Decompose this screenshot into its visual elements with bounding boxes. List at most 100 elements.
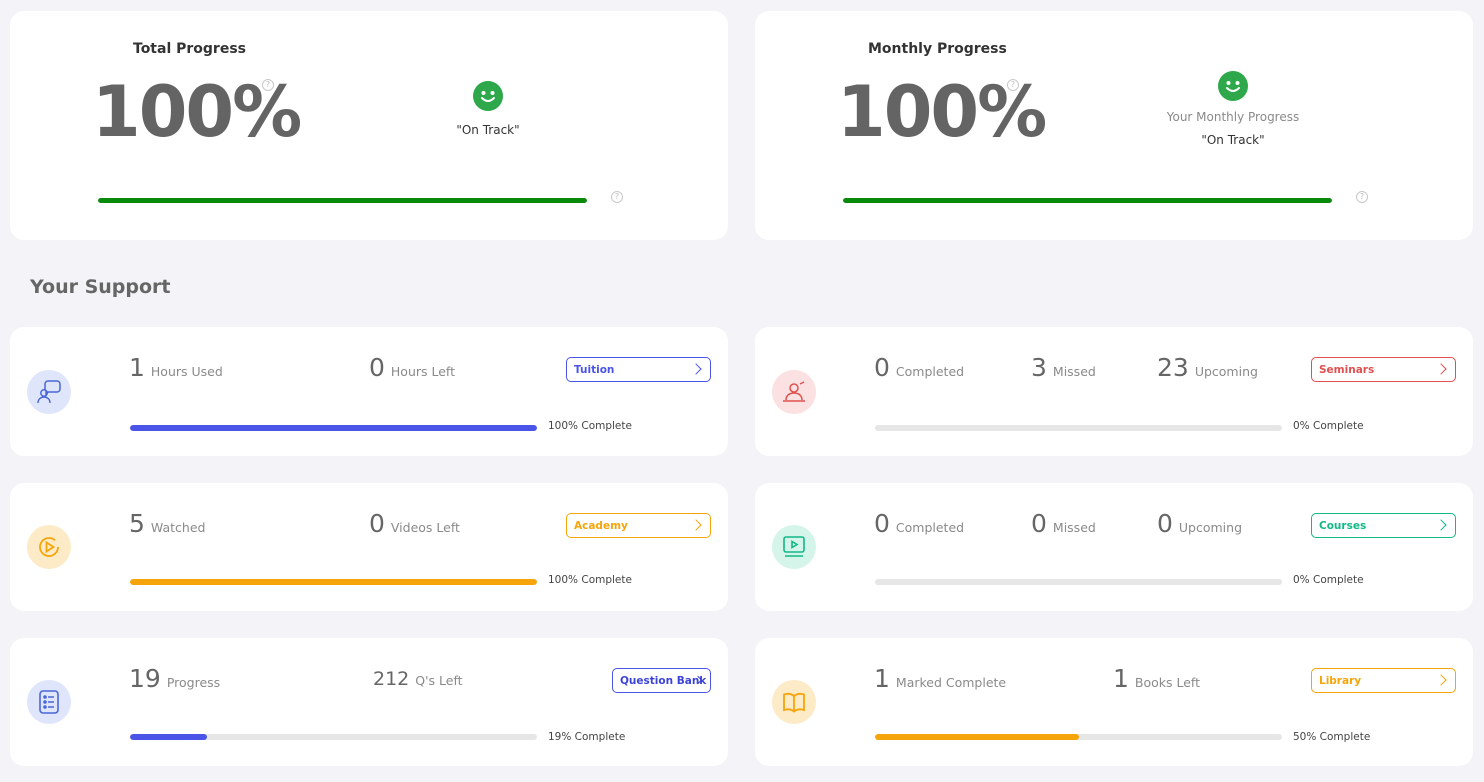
watched-value: 5 bbox=[129, 509, 145, 538]
questions-left-stat: 212 Q's Left bbox=[373, 668, 463, 690]
upcoming-value: 0 bbox=[1157, 509, 1173, 538]
missed-stat: 0 Missed bbox=[1031, 509, 1096, 538]
question-bank-button[interactable]: Question Bank bbox=[612, 668, 711, 693]
academy-card: 5 Watched 0 Videos Left Academy 100% Compl… bbox=[10, 483, 728, 611]
upcoming-label: Upcoming bbox=[1178, 520, 1243, 535]
courses-progress-bar bbox=[875, 579, 1282, 585]
questions-left-value: 212 bbox=[373, 668, 410, 690]
presenter-icon bbox=[772, 370, 816, 414]
help-icon[interactable]: ? bbox=[1007, 79, 1019, 91]
marked-complete-label: Marked Complete bbox=[895, 675, 1007, 690]
chevron-right-icon bbox=[690, 363, 702, 375]
upcoming-stat: 23 Upcoming bbox=[1157, 353, 1258, 382]
question-bank-progress-fill bbox=[130, 734, 208, 740]
question-bank-button-label: Question Bank bbox=[620, 674, 707, 687]
courses-button-label: Courses bbox=[1319, 519, 1367, 532]
seminars-button-label: Seminars bbox=[1319, 363, 1375, 376]
tuition-progress-bar bbox=[130, 425, 537, 431]
total-progress-bar bbox=[98, 198, 587, 203]
library-complete-text: 50% Complete bbox=[1293, 731, 1371, 743]
missed-value: 3 bbox=[1031, 353, 1047, 382]
missed-label: Missed bbox=[1052, 364, 1096, 379]
completed-value: 0 bbox=[874, 353, 890, 382]
question-bank-progress-bar bbox=[130, 734, 537, 740]
missed-label: Missed bbox=[1052, 520, 1096, 535]
tuition-progress-fill bbox=[130, 425, 537, 431]
tuition-button-label: Tuition bbox=[574, 363, 615, 376]
monthly-progress-bar bbox=[843, 198, 1332, 203]
play-circle-icon bbox=[27, 525, 71, 569]
hours-left-stat: 0 Hours Left bbox=[369, 353, 455, 382]
library-card: 1 Marked Complete 1 Books Left Library 50%… bbox=[755, 638, 1473, 766]
books-left-value: 1 bbox=[1113, 664, 1129, 693]
help-icon[interactable]: ? bbox=[1356, 191, 1368, 203]
monthly-progress-title: Monthly Progress bbox=[868, 41, 1007, 57]
monthly-progress-status: "On Track" bbox=[1201, 133, 1265, 147]
your-support-heading: Your Support bbox=[30, 276, 171, 298]
list-icon bbox=[27, 680, 71, 724]
help-icon[interactable]: ? bbox=[611, 191, 623, 203]
smiley-icon bbox=[1218, 71, 1248, 101]
library-progress-fill bbox=[875, 734, 1079, 740]
marked-complete-stat: 1 Marked Complete bbox=[874, 664, 1006, 693]
library-progress-bar bbox=[875, 734, 1282, 740]
book-icon bbox=[772, 680, 816, 724]
completed-stat: 0 Completed bbox=[874, 353, 964, 382]
courses-complete-text: 0% Complete bbox=[1293, 574, 1364, 586]
seminars-progress-bar bbox=[875, 425, 1282, 431]
help-icon[interactable]: ? bbox=[262, 79, 274, 91]
missed-stat: 3 Missed bbox=[1031, 353, 1096, 382]
hours-left-value: 0 bbox=[369, 353, 385, 382]
tuition-card: 1 Hours Used 0 Hours Left Tuition 100% Com… bbox=[10, 327, 728, 456]
academy-button[interactable]: Academy bbox=[566, 513, 711, 538]
books-left-stat: 1 Books Left bbox=[1113, 664, 1200, 693]
question-bank-card: 19 Progress 212 Q's Left Question Bank 19%… bbox=[10, 638, 728, 766]
total-progress-card: Total Progress 100% ? "On Track" ? bbox=[10, 11, 728, 240]
seminars-card: 0 Completed 3 Missed 23 Upcoming Seminars 0… bbox=[755, 327, 1473, 456]
progress-stat: 19 Progress bbox=[129, 664, 220, 693]
completed-stat: 0 Completed bbox=[874, 509, 964, 538]
progress-label: Progress bbox=[166, 675, 221, 690]
chevron-right-icon bbox=[690, 519, 702, 531]
academy-progress-fill bbox=[130, 579, 537, 585]
tuition-complete-text: 100% Complete bbox=[548, 420, 632, 432]
academy-progress-bar bbox=[130, 579, 537, 585]
videos-left-value: 0 bbox=[369, 509, 385, 538]
chat-person-icon bbox=[27, 370, 71, 414]
library-button[interactable]: Library bbox=[1311, 668, 1456, 693]
hours-left-label: Hours Left bbox=[390, 364, 456, 379]
monthly-progress-label: Your Monthly Progress bbox=[1166, 110, 1300, 124]
books-left-label: Books Left bbox=[1134, 675, 1201, 690]
upcoming-value: 23 bbox=[1157, 353, 1189, 382]
seminars-button[interactable]: Seminars bbox=[1311, 357, 1456, 382]
academy-button-label: Academy bbox=[574, 519, 628, 532]
upcoming-label: Upcoming bbox=[1194, 364, 1258, 379]
seminars-complete-text: 0% Complete bbox=[1293, 420, 1364, 432]
videos-left-label: Videos Left bbox=[390, 520, 460, 535]
watched-stat: 5 Watched bbox=[129, 509, 205, 538]
questions-left-label: Q's Left bbox=[415, 673, 463, 688]
watched-label: Watched bbox=[150, 520, 206, 535]
chevron-right-icon bbox=[1435, 519, 1447, 531]
hours-used-stat: 1 Hours Used bbox=[129, 353, 223, 382]
courses-button[interactable]: Courses bbox=[1311, 513, 1456, 538]
monthly-progress-bar-fill bbox=[843, 198, 1332, 203]
total-progress-status: "On Track" bbox=[456, 123, 520, 137]
hours-used-label: Hours Used bbox=[150, 364, 223, 379]
courses-card: 0 Completed 0 Missed 0 Upcoming Courses 0% … bbox=[755, 483, 1473, 611]
completed-label: Completed bbox=[895, 364, 965, 379]
upcoming-stat: 0 Upcoming bbox=[1157, 509, 1242, 538]
chevron-right-icon bbox=[1435, 674, 1447, 686]
missed-value: 0 bbox=[1031, 509, 1047, 538]
marked-complete-value: 1 bbox=[874, 664, 890, 693]
smiley-icon bbox=[473, 81, 503, 111]
progress-value: 19 bbox=[129, 664, 161, 693]
question-bank-complete-text: 19% Complete bbox=[548, 731, 626, 743]
videos-left-stat: 0 Videos Left bbox=[369, 509, 460, 538]
hours-used-value: 1 bbox=[129, 353, 145, 382]
completed-label: Completed bbox=[895, 520, 965, 535]
tuition-button[interactable]: Tuition bbox=[566, 357, 711, 382]
completed-value: 0 bbox=[874, 509, 890, 538]
total-progress-title: Total Progress bbox=[133, 41, 246, 57]
video-monitor-icon bbox=[772, 525, 816, 569]
